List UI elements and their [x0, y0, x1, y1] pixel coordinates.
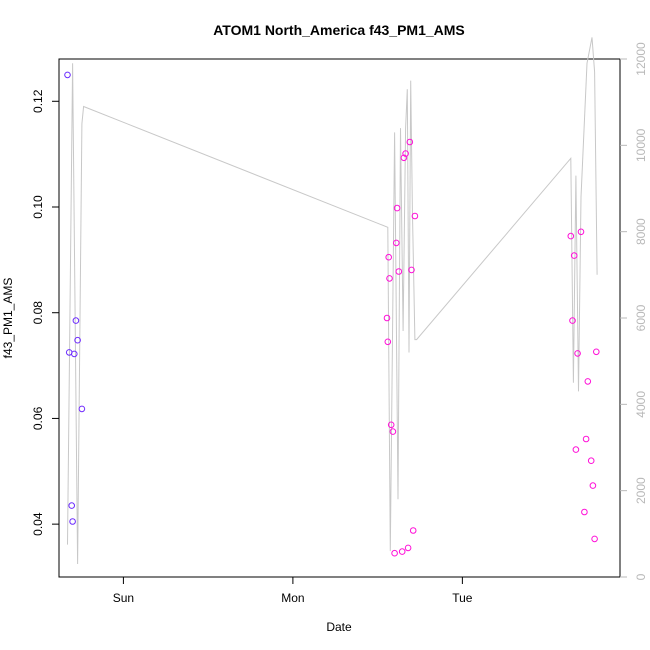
- data-point: [406, 138, 414, 146]
- data-point: [386, 275, 393, 282]
- plot-frame: [58, 58, 621, 578]
- data-point: [591, 535, 598, 543]
- data-point: [385, 253, 393, 261]
- x-axis-label: Date: [326, 620, 352, 634]
- data-point: [389, 428, 397, 435]
- data-point: [593, 348, 600, 356]
- x-tick-label: Tue: [452, 591, 473, 605]
- data-point: [72, 317, 80, 324]
- y2-tick-label: 8000: [634, 218, 648, 245]
- data-point: [574, 350, 581, 357]
- data-point: [567, 232, 575, 240]
- data-point: [71, 350, 78, 358]
- points-layer: [64, 71, 600, 557]
- x-tick-label: Mon: [281, 591, 304, 605]
- y-tick-label: 0.04: [31, 512, 45, 536]
- y2-tick-label: 12000: [634, 42, 648, 76]
- secondary-series-line: [67, 37, 598, 565]
- data-point: [69, 518, 76, 525]
- data-point: [404, 544, 412, 552]
- y2-tick-label: 6000: [634, 304, 648, 331]
- data-point: [577, 228, 585, 236]
- data-point: [391, 549, 398, 557]
- y-axis-right: 0 2000 4000 6000 8000 10000 12000: [620, 42, 648, 580]
- data-point: [411, 212, 419, 220]
- data-point: [584, 378, 592, 385]
- secondary-series-line-layer: [67, 37, 598, 565]
- data-point: [408, 266, 415, 274]
- data-point: [570, 252, 578, 259]
- chart-title: ATOM1 North_America f43_PM1_AMS: [213, 22, 465, 38]
- data-point: [383, 314, 391, 322]
- data-point: [400, 154, 408, 162]
- data-point: [569, 317, 576, 324]
- data-point: [587, 457, 595, 465]
- data-point: [384, 338, 392, 346]
- data-point: [572, 446, 580, 453]
- data-point: [402, 150, 409, 157]
- data-point: [64, 71, 71, 79]
- data-point: [398, 548, 406, 555]
- y-tick-label: 0.06: [31, 406, 45, 430]
- y-tick-label: 0.08: [31, 301, 45, 325]
- data-point: [393, 204, 401, 212]
- x-axis: Sun Mon Tue: [113, 577, 473, 605]
- y-axis-label: f43_PM1_AMS: [1, 278, 15, 359]
- y2-tick-label: 10000: [634, 128, 648, 162]
- x-tick-label: Sun: [113, 591, 134, 605]
- y-tick-label: 0.10: [31, 195, 45, 219]
- data-point: [581, 508, 588, 516]
- data-point: [582, 435, 590, 443]
- data-point: [387, 421, 395, 429]
- y-axis-left: 0.04 0.06 0.08 0.10 0.12: [31, 89, 59, 536]
- data-point: [589, 482, 597, 489]
- data-point: [393, 239, 400, 247]
- y2-tick-label: 0: [634, 573, 648, 580]
- data-point: [395, 268, 403, 275]
- y-tick-label: 0.12: [31, 89, 45, 113]
- y2-tick-label: 4000: [634, 391, 648, 418]
- data-point: [409, 527, 417, 534]
- data-point: [78, 405, 86, 413]
- y2-tick-label: 2000: [634, 477, 648, 504]
- data-point: [68, 502, 75, 509]
- data-point: [74, 336, 81, 344]
